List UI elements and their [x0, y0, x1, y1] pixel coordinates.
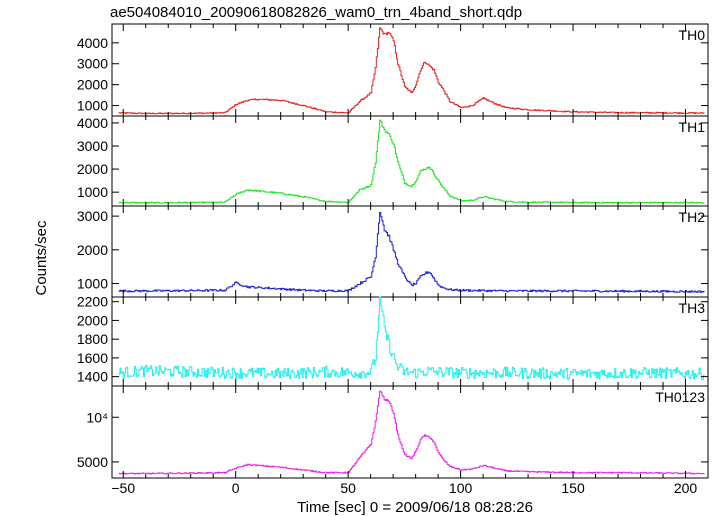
x-axis-ticks: −50 0 50 100 150 200	[111, 480, 697, 496]
y-tick-label: 1800	[77, 331, 108, 347]
series-line-th2	[118, 212, 705, 293]
x-tick-label: 50	[340, 480, 356, 496]
series-line-th1	[118, 119, 705, 204]
y-tick-label: 2000	[77, 161, 108, 177]
y-tick-label: 1000	[77, 276, 108, 292]
y-axis-label: Counts/sec	[33, 220, 50, 296]
y-tick-label: 4000	[77, 35, 108, 51]
panel-label: TH3	[679, 300, 706, 316]
y-tick-label: 2000	[77, 242, 108, 258]
panel-th0: 1000 2000 3000 4000 TH0	[77, 23, 709, 117]
x-tick-label: −50	[111, 480, 135, 496]
y-tick-label: 3000	[77, 138, 108, 154]
y-tick-label: 4000	[77, 115, 108, 131]
x-tick-label: 150	[561, 480, 585, 496]
panel-frame	[111, 385, 709, 479]
panel-label: TH0	[679, 27, 706, 43]
y-tick-label: 10⁴	[86, 409, 108, 425]
y-tick-label: 2200	[77, 294, 108, 310]
panel-th1: 1000 2000 3000 4000 TH1	[77, 115, 709, 207]
y-tick-label: 3000	[77, 208, 108, 224]
y-tick-label: 2000	[77, 312, 108, 328]
y-tick-label: 1600	[77, 350, 108, 366]
y-tick-label: 3000	[77, 56, 108, 72]
chart-title: ae504084010_20090618082826_wam0_trn_4ban…	[110, 4, 522, 21]
panel-frame	[111, 115, 709, 207]
x-tick-label: 200	[674, 480, 698, 496]
x-axis-label: Time [sec] 0 = 2009/06/18 08:28:26	[297, 499, 533, 516]
y-tick-label: 2000	[77, 77, 108, 93]
y-tick-label: 1400	[77, 369, 108, 385]
panel-label: TH1	[679, 119, 706, 135]
y-tick-label: 5000	[77, 454, 108, 470]
x-tick-label: 0	[232, 480, 240, 496]
panel-label: TH2	[679, 209, 706, 225]
series-line-th0	[118, 27, 705, 115]
panel-th0123: 5000 10⁴ TH0123	[77, 385, 709, 479]
y-tick-label: 1000	[77, 184, 108, 200]
series-line-th3	[118, 296, 705, 380]
panel-th2: 1000 2000 3000 TH2	[77, 205, 709, 298]
panel-frame	[111, 23, 709, 117]
y-tick-label: 1000	[77, 98, 108, 114]
x-tick-label: 100	[449, 480, 473, 496]
panel-label: TH0123	[655, 389, 705, 405]
series-line-th0123	[118, 390, 705, 475]
panel-th3: 1400 1600 1800 2000 2200 TH3	[77, 294, 709, 387]
